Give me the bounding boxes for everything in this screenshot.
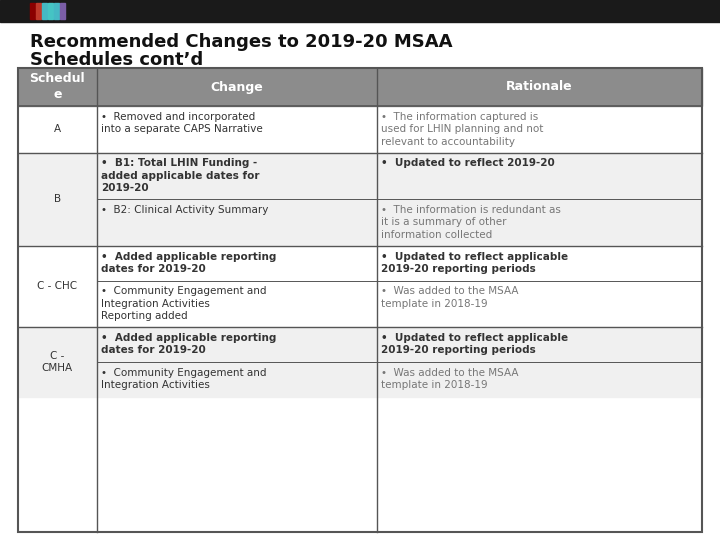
Text: •  Community Engagement and
Integration Activities
Reporting added: • Community Engagement and Integration A… xyxy=(101,287,266,321)
Bar xyxy=(30,3,35,19)
Bar xyxy=(18,68,702,532)
Bar xyxy=(18,68,702,106)
Text: •  Added applicable reporting
dates for 2019-20: • Added applicable reporting dates for 2… xyxy=(101,333,276,355)
Text: A: A xyxy=(54,124,61,134)
Bar xyxy=(18,246,702,327)
Text: •  The information captured is
used for LHIN planning and not
relevant to accoun: • The information captured is used for L… xyxy=(381,112,544,147)
Bar xyxy=(48,3,53,19)
Text: Schedules cont’d: Schedules cont’d xyxy=(30,51,203,69)
Text: •  Added applicable reporting
dates for 2019-20: • Added applicable reporting dates for 2… xyxy=(101,252,276,274)
Bar xyxy=(36,3,41,19)
Bar xyxy=(18,106,702,152)
Text: C -
CMHA: C - CMHA xyxy=(42,351,73,373)
Text: •  Updated to reflect applicable
2019-20 reporting periods: • Updated to reflect applicable 2019-20 … xyxy=(381,333,568,355)
Text: •  Updated to reflect 2019-20: • Updated to reflect 2019-20 xyxy=(381,159,555,168)
Bar xyxy=(18,327,702,397)
Bar xyxy=(42,3,47,19)
Bar xyxy=(18,152,702,246)
Text: Recommended Changes to 2019-20 MSAA: Recommended Changes to 2019-20 MSAA xyxy=(30,33,452,51)
Text: Schedul
e: Schedul e xyxy=(30,72,85,102)
Text: •  Removed and incorporated
into a separate CAPS Narrative: • Removed and incorporated into a separa… xyxy=(101,112,262,134)
Bar xyxy=(54,3,59,19)
Text: •  Was added to the MSAA
template in 2018-19: • Was added to the MSAA template in 2018… xyxy=(381,287,518,309)
Text: Change: Change xyxy=(210,80,264,93)
Text: •  Updated to reflect applicable
2019-20 reporting periods: • Updated to reflect applicable 2019-20 … xyxy=(381,252,568,274)
Text: •  Community Engagement and
Integration Activities: • Community Engagement and Integration A… xyxy=(101,368,266,390)
Bar xyxy=(0,0,720,22)
Text: B: B xyxy=(54,194,61,204)
Text: •  The information is redundant as
it is a summary of other
information collecte: • The information is redundant as it is … xyxy=(381,205,561,240)
Text: C - CHC: C - CHC xyxy=(37,281,77,291)
Text: Rationale: Rationale xyxy=(506,80,573,93)
Text: •  B1: Total LHIN Funding -
added applicable dates for
2019-20: • B1: Total LHIN Funding - added applica… xyxy=(101,159,259,193)
Text: •  B2: Clinical Activity Summary: • B2: Clinical Activity Summary xyxy=(101,205,268,215)
Bar xyxy=(60,3,65,19)
Text: •  Was added to the MSAA
template in 2018-19: • Was added to the MSAA template in 2018… xyxy=(381,368,518,390)
